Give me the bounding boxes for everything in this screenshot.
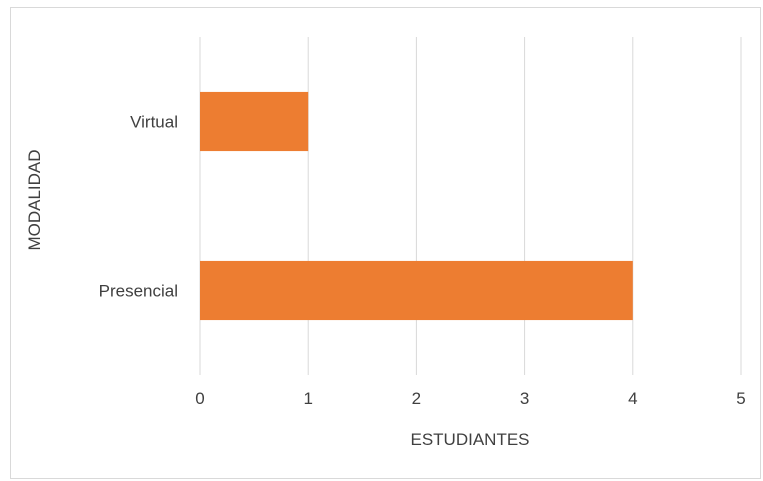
x-axis-title: ESTUDIANTES [410, 430, 529, 449]
category-label-presencial: Presencial [99, 282, 178, 301]
x-tick-label: 0 [195, 389, 204, 408]
x-tick-label: 5 [736, 389, 745, 408]
x-tick-labels: 0 1 2 3 4 5 [195, 389, 745, 408]
bar-presencial [200, 260, 633, 321]
chart-frame [10, 7, 761, 479]
category-label-virtual: Virtual [130, 113, 178, 132]
x-tick-label: 2 [412, 389, 421, 408]
y-axis-title: MODALIDAD [25, 149, 44, 250]
bars [200, 91, 633, 321]
x-tick-label: 4 [628, 389, 637, 408]
x-tick-label: 1 [303, 389, 312, 408]
category-labels: Virtual Presencial [99, 113, 178, 301]
bar-virtual [200, 91, 309, 152]
x-tick-label: 3 [520, 389, 529, 408]
gridlines [199, 37, 742, 375]
